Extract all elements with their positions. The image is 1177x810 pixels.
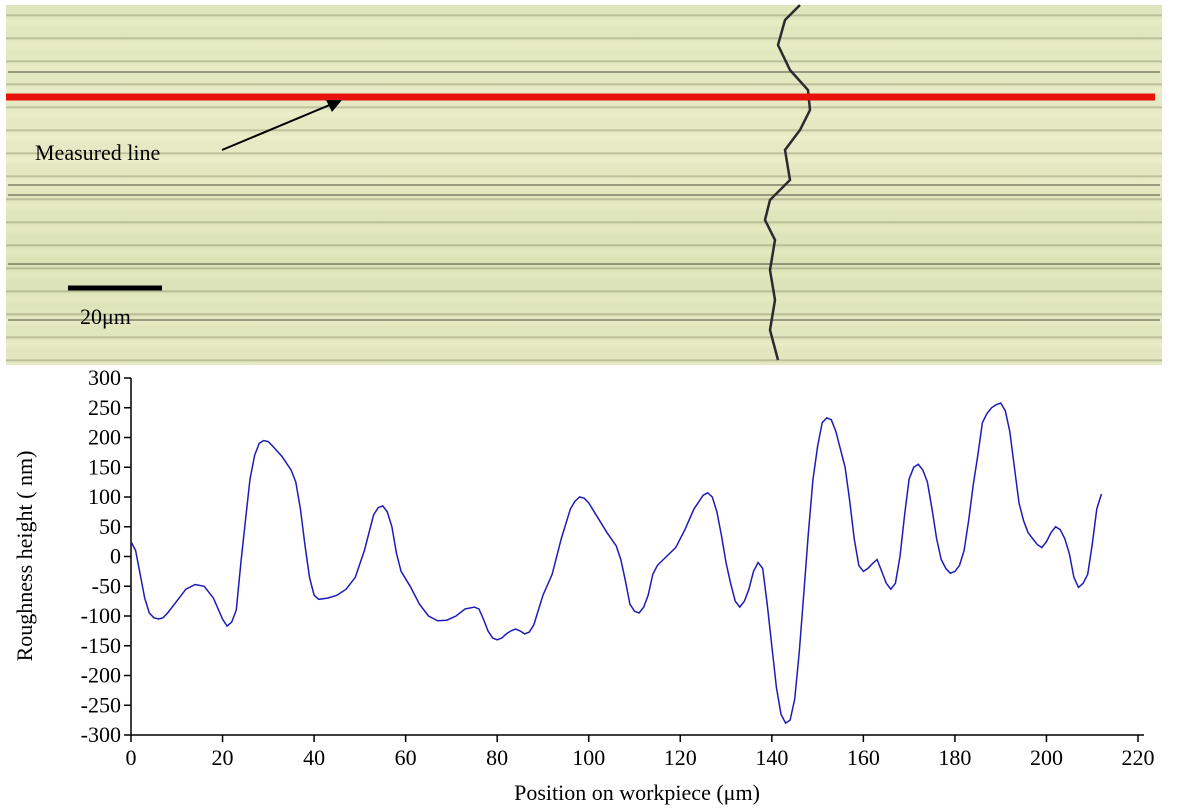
y-tick-label: 200 bbox=[88, 425, 121, 450]
x-tick-label: 180 bbox=[938, 745, 971, 770]
y-axis-label: Roughness height ( nm) bbox=[12, 451, 37, 662]
scale-bar-label: 20μm bbox=[80, 304, 131, 329]
x-tick-label: 220 bbox=[1122, 745, 1155, 770]
x-tick-label: 80 bbox=[486, 745, 508, 770]
y-tick-label: 150 bbox=[88, 454, 121, 479]
y-tick-label: -50 bbox=[92, 573, 121, 598]
y-tick-label: -150 bbox=[81, 633, 121, 658]
y-tick-label: 0 bbox=[110, 544, 121, 569]
data-line bbox=[130, 402, 1103, 725]
y-tick-label: 300 bbox=[88, 365, 121, 390]
x-axis-label: Position on workpiece (μm) bbox=[514, 780, 760, 805]
y-tick-label: -100 bbox=[81, 603, 121, 628]
x-tick-label: 140 bbox=[755, 745, 788, 770]
x-tick-label: 40 bbox=[303, 745, 325, 770]
y-tick-label: -300 bbox=[81, 722, 121, 747]
y-tick-label: -200 bbox=[81, 663, 121, 688]
micrograph-overlay bbox=[6, 4, 1160, 361]
y-tick-label: 50 bbox=[99, 514, 121, 539]
y-tick-label: 250 bbox=[88, 395, 121, 420]
x-tick-label: 120 bbox=[664, 745, 697, 770]
x-tick-label: 0 bbox=[126, 745, 137, 770]
annotation: Measured line bbox=[35, 140, 160, 165]
x-tick-label: 200 bbox=[1030, 745, 1063, 770]
y-tick-label: 100 bbox=[88, 484, 121, 509]
x-tick-label: 100 bbox=[572, 745, 605, 770]
x-tick-label: 20 bbox=[212, 745, 234, 770]
x-tick-label: 160 bbox=[847, 745, 880, 770]
x-tick-label: 60 bbox=[395, 745, 417, 770]
y-tick-label: -250 bbox=[81, 692, 121, 717]
